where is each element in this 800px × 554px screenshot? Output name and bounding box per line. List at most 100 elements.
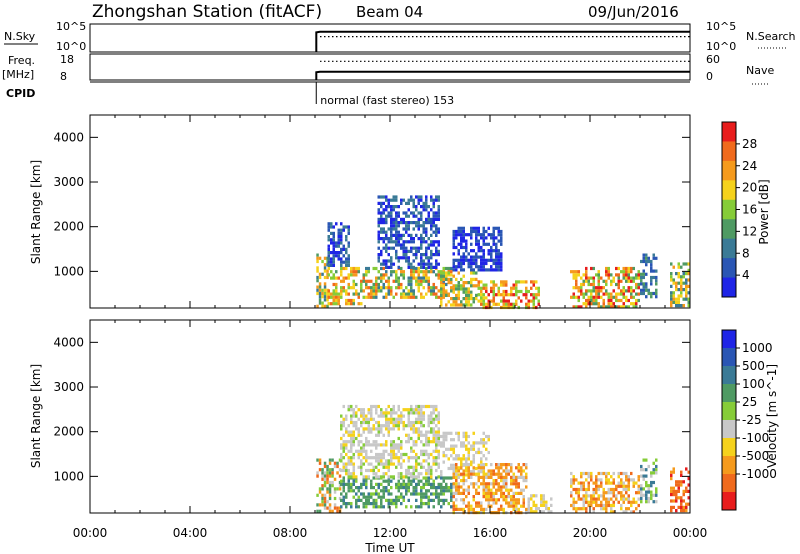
- power-cell: [490, 265, 493, 269]
- velocity-cell: [612, 491, 615, 495]
- velocity-cell: [625, 478, 628, 482]
- velocity-cell: [492, 485, 495, 489]
- power-cell: [425, 279, 428, 283]
- power-cell: [467, 300, 470, 304]
- power-cell: [572, 292, 575, 296]
- power-cell: [415, 195, 418, 199]
- power-cell: [415, 214, 418, 218]
- velocity-cell: [472, 441, 475, 445]
- velocity-cell: [470, 472, 473, 476]
- colorbar-segment: [722, 180, 736, 201]
- velocity-cell: [412, 424, 415, 428]
- power-cell: [497, 258, 500, 262]
- power-cell: [627, 276, 630, 280]
- velocity-cell: [377, 459, 380, 463]
- velocity-cell: [377, 414, 380, 418]
- velocity-cell: [577, 491, 580, 495]
- power-cell: [435, 198, 438, 202]
- power-cell: [617, 276, 620, 280]
- power-cell: [497, 261, 500, 266]
- power-cell: [470, 242, 473, 246]
- power-cell: [427, 237, 430, 241]
- power-cell: [332, 231, 335, 235]
- velocity-cell: [455, 491, 458, 495]
- velocity-cell: [627, 507, 630, 511]
- velocity-cell: [447, 486, 450, 490]
- power-cell: [377, 195, 380, 199]
- power-cell: [627, 270, 630, 274]
- power-cell: [602, 279, 605, 283]
- power-cell: [392, 221, 395, 225]
- velocity-cell: [487, 485, 490, 489]
- power-cell: [318, 301, 322, 305]
- velocity-cell: [440, 486, 443, 490]
- velocity-cell: [390, 443, 393, 447]
- power-cell: [455, 300, 458, 304]
- power-cell: [435, 286, 438, 290]
- velocity-cell: [455, 466, 458, 470]
- power-cell: [395, 243, 398, 247]
- power-cell: [332, 260, 335, 264]
- power-cell: [375, 276, 378, 280]
- velocity-cell: [420, 502, 423, 506]
- power-cell: [615, 292, 618, 296]
- velocity-cell: [477, 485, 480, 489]
- velocity-cell: [680, 505, 683, 509]
- velocity-cell: [425, 430, 428, 434]
- velocity-cell: [462, 501, 465, 505]
- velocity-cell: [410, 475, 413, 479]
- velocity-cell: [462, 507, 465, 511]
- velocity-cell: [572, 507, 575, 511]
- power-cell: [670, 272, 673, 276]
- power-cell: [477, 249, 480, 253]
- velocity-cell: [316, 509, 319, 513]
- power-cell: [420, 205, 423, 209]
- power-cell: [415, 246, 418, 250]
- velocity-cell: [580, 475, 583, 479]
- power-cell: [410, 273, 413, 277]
- power-cell: [450, 289, 453, 293]
- velocity-cell: [382, 414, 385, 418]
- power-cell: [332, 292, 335, 296]
- power-cell: [452, 233, 455, 237]
- power-cell: [402, 246, 405, 250]
- velocity-cell: [470, 504, 473, 508]
- power-cell: [387, 286, 390, 290]
- colorbar-tick-label: 1000: [742, 341, 773, 355]
- power-cell: [495, 293, 498, 297]
- power-cell: [367, 266, 370, 271]
- velocity-cell: [342, 462, 345, 466]
- velocity-cell: [412, 440, 415, 444]
- power-cell: [475, 271, 478, 275]
- power-cell: [465, 255, 468, 259]
- velocity-cell: [395, 424, 398, 428]
- velocity-cell: [442, 502, 445, 506]
- velocity-cell: [612, 487, 615, 492]
- velocity-cell: [340, 505, 343, 509]
- velocity-cell: [372, 427, 375, 431]
- power-cell: [670, 278, 673, 282]
- velocity-cell: [387, 502, 390, 506]
- power-cell: [340, 263, 343, 267]
- power-cell: [582, 279, 585, 283]
- velocity-cell: [417, 417, 420, 421]
- power-cell: [402, 253, 405, 257]
- power-cell: [435, 230, 438, 234]
- power-cell: [472, 268, 475, 272]
- velocity-cell: [655, 500, 658, 504]
- velocity-cell: [527, 503, 530, 507]
- velocity-cell: [500, 475, 503, 479]
- velocity-cell: [390, 452, 393, 457]
- velocity-cell: [440, 441, 443, 445]
- velocity-cell: [417, 436, 420, 441]
- power-cell: [332, 247, 335, 251]
- power-cell: [330, 225, 333, 229]
- power-cells: [316, 195, 690, 310]
- velocity-cell: [415, 440, 418, 444]
- power-cell: [592, 298, 595, 303]
- power-cell: [422, 227, 425, 231]
- power-cell: [457, 281, 460, 285]
- velocity-cell: [515, 475, 518, 479]
- power-cell: [457, 303, 460, 307]
